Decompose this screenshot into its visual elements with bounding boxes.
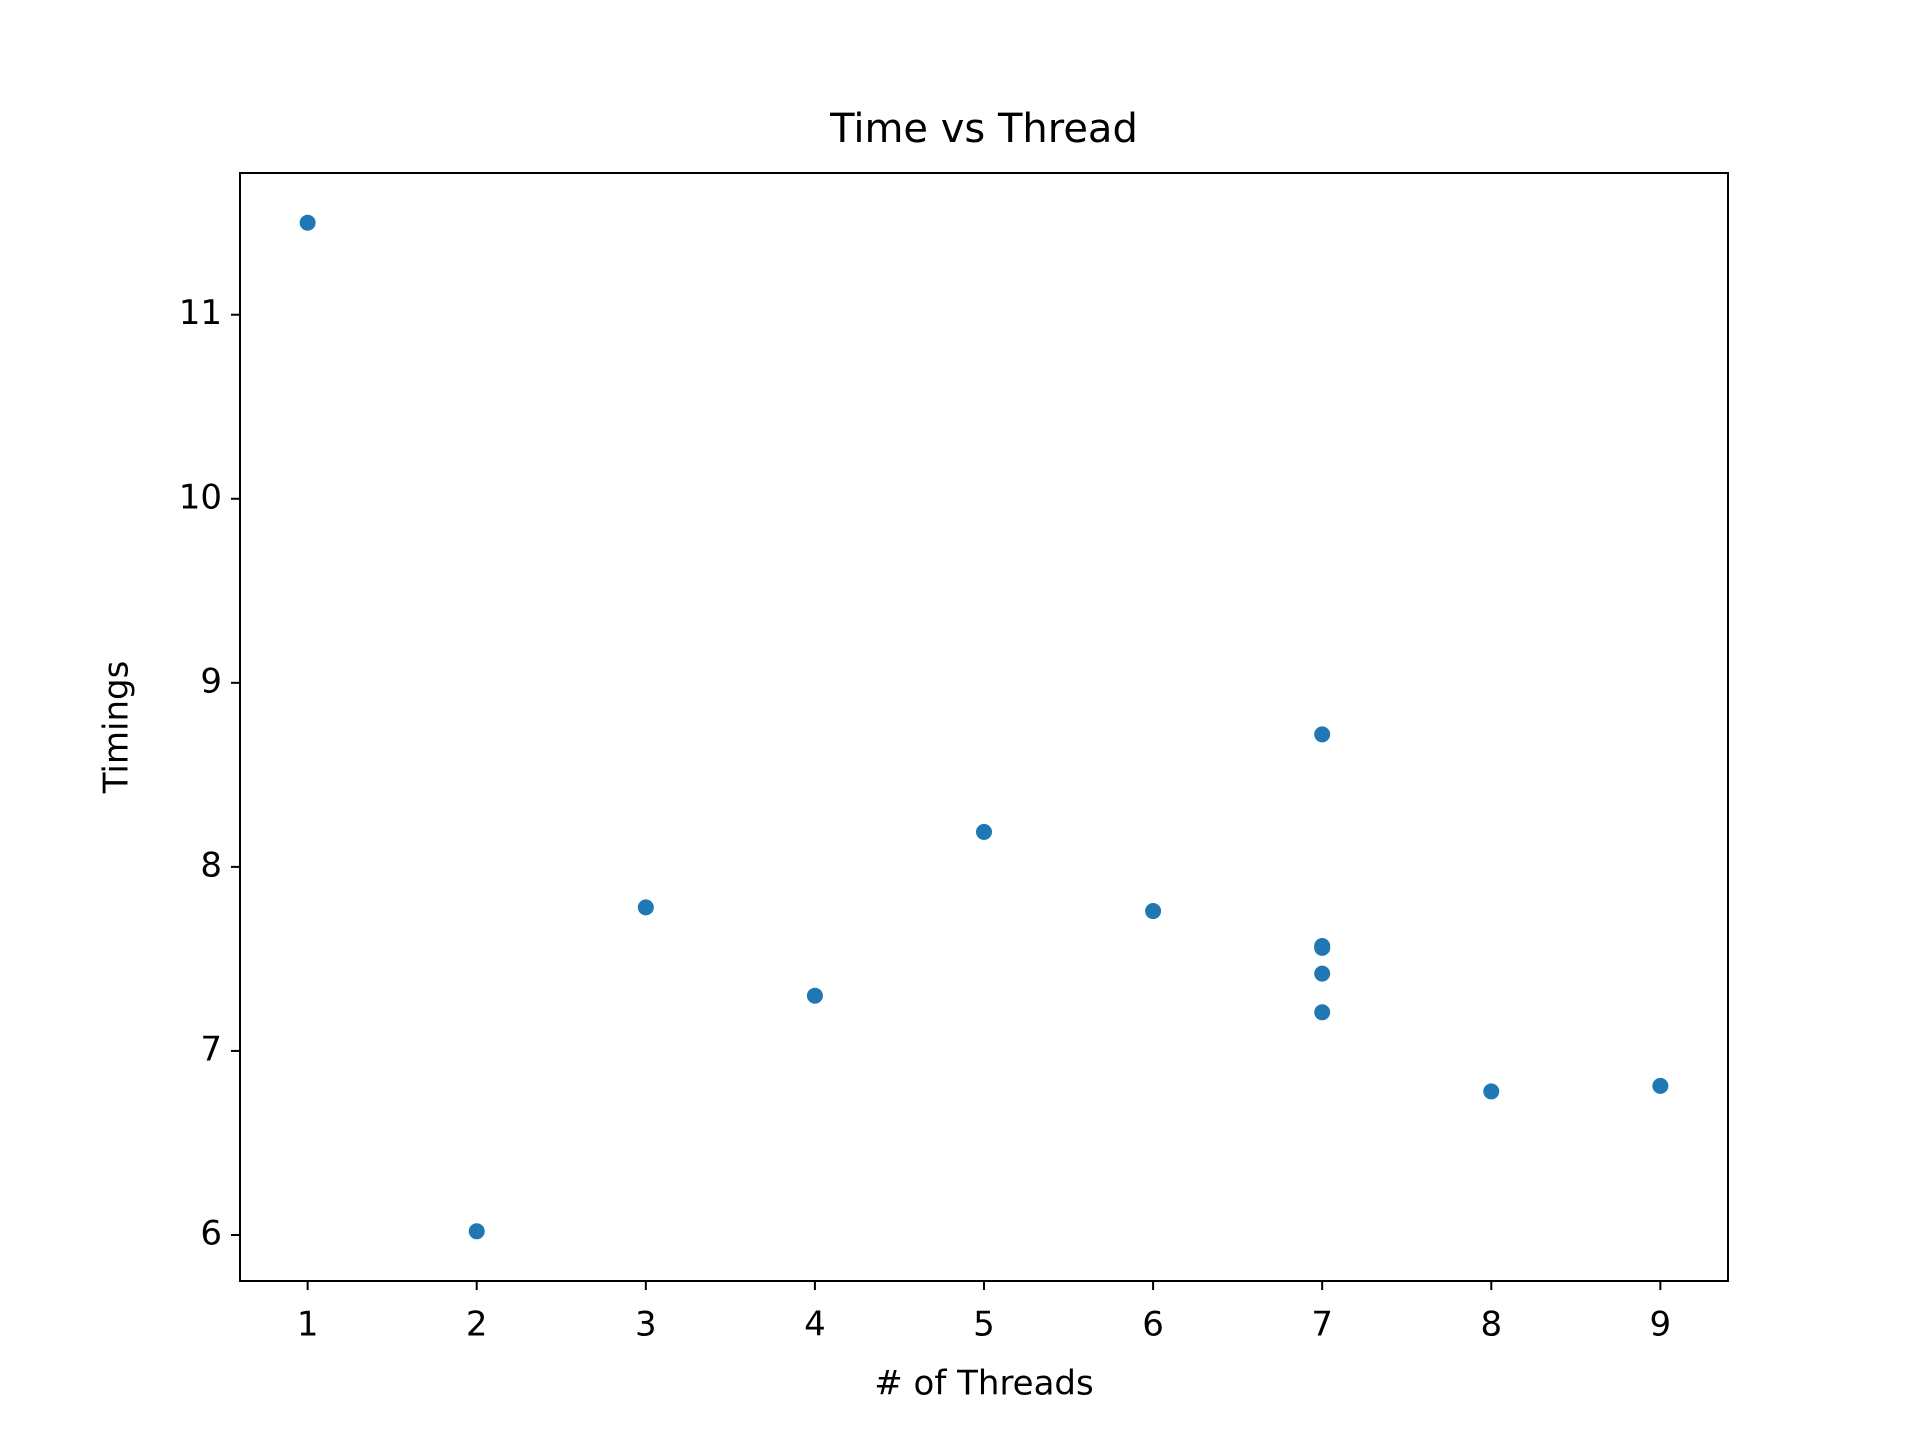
point — [1483, 1083, 1500, 1100]
point — [1314, 726, 1331, 743]
point — [299, 214, 316, 231]
x-tick-label: 6 — [1142, 1305, 1164, 1345]
x-tick-label: 2 — [466, 1305, 488, 1345]
point — [1314, 1004, 1331, 1021]
x-tick-label: 5 — [973, 1305, 995, 1345]
point — [468, 1223, 485, 1240]
point — [637, 899, 654, 916]
point — [806, 987, 823, 1004]
y-tick-label: 11 — [179, 293, 222, 333]
point — [1145, 903, 1162, 920]
x-tick-label: 4 — [804, 1305, 826, 1345]
point — [1314, 939, 1331, 956]
x-tick-label: 3 — [635, 1305, 657, 1345]
chart-title: Time vs Thread — [829, 106, 1138, 152]
x-tick-label: 1 — [297, 1305, 319, 1345]
point — [976, 823, 992, 840]
x-axis-label: # of Threads — [874, 1364, 1093, 1404]
y-tick-label: 9 — [200, 661, 222, 701]
y-tick-label: 10 — [179, 477, 222, 517]
x-tick-label: 8 — [1480, 1305, 1502, 1345]
y-tick-label: 7 — [200, 1029, 222, 1069]
point — [1314, 965, 1331, 982]
y-tick-label: 8 — [200, 845, 222, 885]
y-tick-label: 6 — [200, 1213, 222, 1253]
x-tick-label: 7 — [1311, 1305, 1333, 1345]
x-tick-label: 9 — [1650, 1305, 1672, 1345]
plot-frame — [239, 172, 1729, 1282]
y-axis-label: Timings — [97, 661, 137, 795]
point — [1652, 1077, 1669, 1094]
